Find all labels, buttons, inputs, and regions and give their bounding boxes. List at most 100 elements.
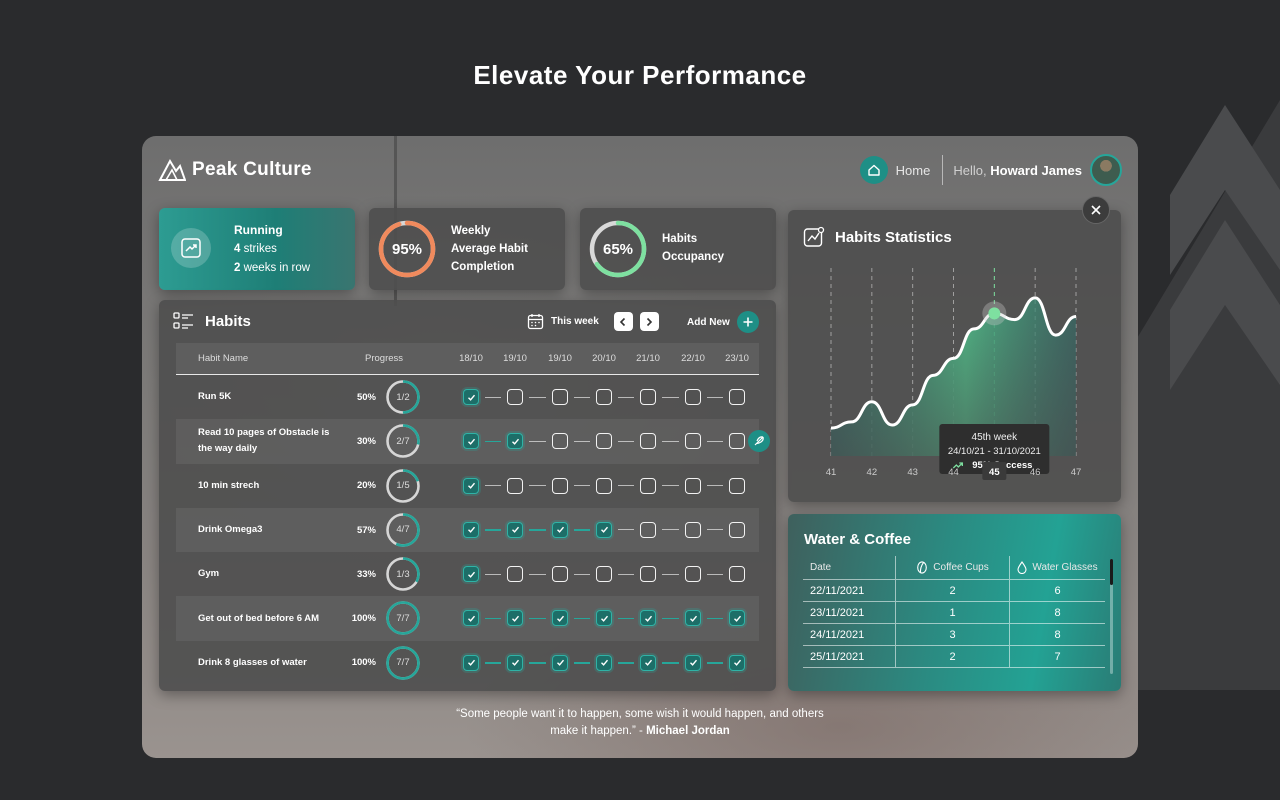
day-checkbox[interactable] xyxy=(552,389,568,405)
home-button[interactable]: Home xyxy=(859,156,930,184)
check-icon xyxy=(511,615,519,622)
check-icon xyxy=(511,438,519,445)
day-checkbox[interactable] xyxy=(463,566,479,583)
table-row[interactable]: 25/11/2021 2 7 xyxy=(803,646,1105,668)
day-checkbox[interactable] xyxy=(507,477,523,494)
day-checkbox[interactable] xyxy=(507,433,523,450)
day-checkbox[interactable] xyxy=(729,654,745,671)
table-row[interactable]: 24/11/2021 3 8 xyxy=(803,624,1105,646)
day-checkbox[interactable] xyxy=(507,389,523,405)
day-checkbox[interactable] xyxy=(552,654,568,671)
brand-logo[interactable]: Peak Culture xyxy=(158,158,312,182)
habits-occupancy-card[interactable]: 65% Habits Occupancy xyxy=(580,208,776,290)
table-row[interactable]: Get out of bed before 6 AM 100% 7/7 xyxy=(176,596,759,641)
day-checkbox[interactable] xyxy=(685,433,701,450)
running-streak-card[interactable]: Running 4 strikes 2 weeks in row xyxy=(159,208,355,290)
water-table-scrollbar[interactable] xyxy=(1110,559,1113,674)
day-checkbox[interactable] xyxy=(729,610,745,627)
add-habit-button[interactable]: Add New xyxy=(687,311,759,333)
scrollbar-thumb[interactable] xyxy=(1110,559,1113,585)
day-checkbox[interactable] xyxy=(596,654,612,671)
check-icon xyxy=(556,527,564,534)
day-checkbox[interactable] xyxy=(640,389,656,405)
table-row[interactable]: Run 5K 50% 1/2 xyxy=(176,375,759,419)
track-connector xyxy=(529,485,546,487)
table-row[interactable]: 22/11/2021 2 6 xyxy=(803,580,1105,602)
day-checkbox[interactable] xyxy=(596,566,612,583)
habit-percent: 30% xyxy=(356,435,376,447)
day-checkbox[interactable] xyxy=(552,610,568,627)
day-checkbox[interactable] xyxy=(640,477,656,494)
day-checkbox[interactable] xyxy=(729,477,745,494)
habit-fraction: 1/3 xyxy=(396,568,410,580)
day-checkbox[interactable] xyxy=(507,654,523,671)
day-checkbox[interactable] xyxy=(640,566,656,583)
day-checkbox[interactable] xyxy=(552,433,568,450)
track-connector xyxy=(485,440,501,443)
track-connector xyxy=(485,396,501,398)
day-checkbox[interactable] xyxy=(552,521,568,538)
water-count: 6 xyxy=(1009,580,1105,601)
table-row[interactable]: Gym 33% 1/3 xyxy=(176,552,759,596)
day-checkbox[interactable] xyxy=(596,521,612,538)
day-checkbox[interactable] xyxy=(685,477,701,494)
background-chevrons-decoration xyxy=(1130,100,1280,690)
day-checkbox[interactable] xyxy=(463,477,479,494)
close-button[interactable] xyxy=(1082,196,1110,224)
day-checkbox[interactable] xyxy=(729,389,745,405)
day-checkbox[interactable] xyxy=(685,521,701,538)
prev-week-button[interactable] xyxy=(613,312,633,331)
calendar-icon[interactable] xyxy=(527,313,544,330)
habit-progress-ring xyxy=(386,557,420,591)
day-checkbox[interactable] xyxy=(463,521,479,538)
check-icon xyxy=(467,438,475,445)
day-checkbox[interactable] xyxy=(596,433,612,450)
day-checkbox[interactable] xyxy=(552,477,568,494)
day-checkbox[interactable] xyxy=(463,433,479,450)
day-checkbox[interactable] xyxy=(552,566,568,583)
day-checkbox[interactable] xyxy=(640,433,656,450)
table-row[interactable]: Read 10 pages of Obstacle is the way dai… xyxy=(176,419,770,464)
habit-percent: 50% xyxy=(356,391,376,403)
day-checkbox[interactable] xyxy=(507,610,523,627)
day-checkbox[interactable] xyxy=(729,566,745,583)
day-checkbox[interactable] xyxy=(685,566,701,583)
day-checkbox[interactable] xyxy=(640,521,656,538)
highlight-point xyxy=(988,307,1001,320)
day-checkbox[interactable] xyxy=(729,521,745,538)
day-checkbox[interactable] xyxy=(685,610,701,627)
day-checkbox[interactable] xyxy=(596,610,612,627)
day-checkbox[interactable] xyxy=(640,610,656,627)
avatar[interactable] xyxy=(1090,154,1122,186)
day-checkbox[interactable] xyxy=(463,610,479,627)
day-checkbox[interactable] xyxy=(507,521,523,538)
table-row[interactable]: Drink Omega3 57% 4/7 xyxy=(176,507,759,553)
track-connector xyxy=(618,573,634,575)
habit-name: Run 5K xyxy=(198,391,232,403)
stats-title: Habits Statistics xyxy=(835,228,952,246)
day-checkbox[interactable] xyxy=(685,389,701,405)
day-checkbox[interactable] xyxy=(507,566,523,583)
coffee-count: 2 xyxy=(895,646,1009,667)
brand-name: Peak Culture xyxy=(192,159,312,180)
highlight-tick-bg xyxy=(982,462,1007,480)
day-checkbox[interactable] xyxy=(463,654,479,671)
table-row[interactable]: Drink 8 glasses of water 100% 7/7 xyxy=(176,641,759,685)
edit-habit-button[interactable] xyxy=(748,430,770,453)
weekly-completion-card[interactable]: 95% Weekly Average Habit Completion xyxy=(369,208,565,290)
table-row[interactable]: 10 min strech 20% 1/5 xyxy=(176,464,759,508)
day-checkbox[interactable] xyxy=(640,654,656,671)
day-checkbox[interactable] xyxy=(596,477,612,494)
habit-progress-ring xyxy=(386,424,420,459)
habit-progress-ring xyxy=(386,468,420,503)
occupancy-label-1: Habits xyxy=(662,233,698,245)
habit-fraction: 4/7 xyxy=(396,524,410,536)
habit-percent: 100% xyxy=(351,657,376,669)
table-row[interactable]: 23/11/2021 1 8 xyxy=(803,602,1105,624)
day-checkbox[interactable] xyxy=(685,654,701,671)
next-week-button[interactable] xyxy=(639,312,659,331)
day-checkbox[interactable] xyxy=(729,433,745,450)
day-checkbox[interactable] xyxy=(463,389,479,405)
day-checkbox[interactable] xyxy=(596,389,612,405)
